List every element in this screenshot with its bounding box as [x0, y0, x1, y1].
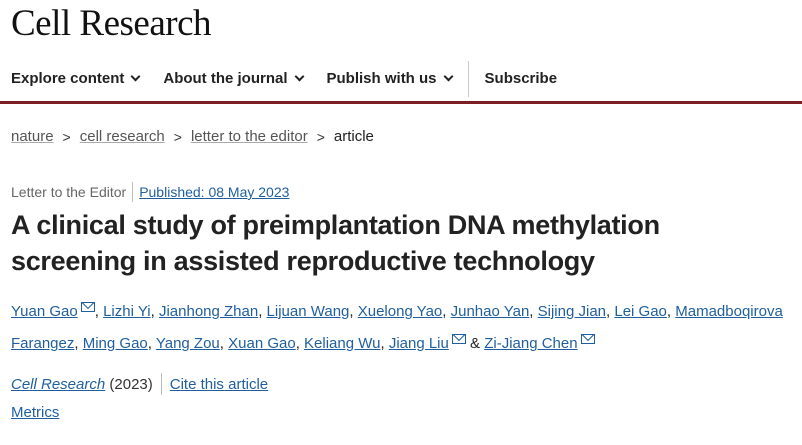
author-link[interactable]: Sijing Jian [537, 303, 607, 320]
author-link[interactable]: Jiang Liu [388, 335, 449, 352]
author-link[interactable]: Yuan Gao [11, 303, 78, 320]
breadcrumb-cell-research[interactable]: cell research [79, 128, 165, 145]
nav-label: Subscribe [484, 70, 558, 87]
divider [160, 373, 162, 395]
nav-subscribe[interactable]: Subscribe [473, 61, 570, 97]
author-link[interactable]: Junhao Yan [450, 303, 530, 320]
nav-publish[interactable]: Publish with us [315, 61, 464, 97]
chevron-down-icon [130, 71, 141, 82]
metrics-link[interactable]: Metrics [11, 404, 60, 421]
breadcrumb: nature > cell research > letter to the edi… [11, 128, 374, 145]
author-link[interactable]: Keliang Wu [304, 335, 381, 352]
page-title: A clinical study of preimplantation DNA … [11, 210, 660, 276]
author-link[interactable]: Lei Gao [614, 303, 667, 320]
journal-link[interactable]: Cell Research [11, 375, 106, 393]
article-type: Letter to the Editor [11, 184, 127, 200]
divider [467, 60, 469, 97]
main-nav: Explore content About the journal Publis… [0, 56, 802, 104]
author-link[interactable]: Xuan Gao [228, 335, 296, 352]
divider [132, 182, 134, 202]
chevron-right-icon: > [316, 128, 325, 145]
author-list: Yuan Gao, Lizhi Yi, Jianhong Zhan, Lijua… [11, 302, 783, 352]
nav-label: About the journal [163, 70, 288, 87]
author-link[interactable]: Yang Zou [155, 335, 220, 352]
cite-article-link[interactable]: Cite this article [169, 375, 269, 393]
chevron-down-icon [443, 71, 453, 82]
mail-icon[interactable] [80, 302, 95, 312]
author-link[interactable]: Zi-Jiang Chen [484, 335, 578, 352]
nav-about-journal[interactable]: About the journal [151, 61, 314, 97]
mail-icon[interactable] [580, 334, 595, 344]
citation: Cell Research (2023) Cite this article [11, 373, 268, 395]
author-link[interactable]: Xuelong Yao [357, 303, 443, 320]
published-date[interactable]: Published: 08 May 2023 [139, 184, 290, 200]
nav-label: Explore content [11, 70, 125, 87]
author-link[interactable]: Mamadboqirova Farangez [11, 303, 783, 352]
article-meta: Letter to the Editor Published: 08 May 2… [11, 182, 289, 202]
journal-logo[interactable]: Cell Research [11, 3, 212, 44]
breadcrumb-nature[interactable]: nature [11, 128, 54, 145]
author-link[interactable]: Jianhong Zhan [158, 303, 259, 320]
nav-label: Publish with us [326, 70, 437, 87]
chevron-down-icon [294, 71, 304, 82]
nav-explore-content[interactable]: Explore content [0, 61, 151, 97]
chevron-right-icon: > [62, 128, 71, 145]
author-link[interactable]: Lijuan Wang [266, 303, 350, 320]
chevron-right-icon: > [173, 128, 182, 145]
citation-year: (2023) [109, 375, 153, 393]
breadcrumb-letter[interactable]: letter to the editor [190, 128, 308, 145]
author-link[interactable]: Lizhi Yi [103, 303, 151, 320]
breadcrumb-current: article [333, 128, 374, 145]
author-link[interactable]: Ming Gao [82, 335, 148, 352]
mail-icon[interactable] [451, 334, 466, 344]
